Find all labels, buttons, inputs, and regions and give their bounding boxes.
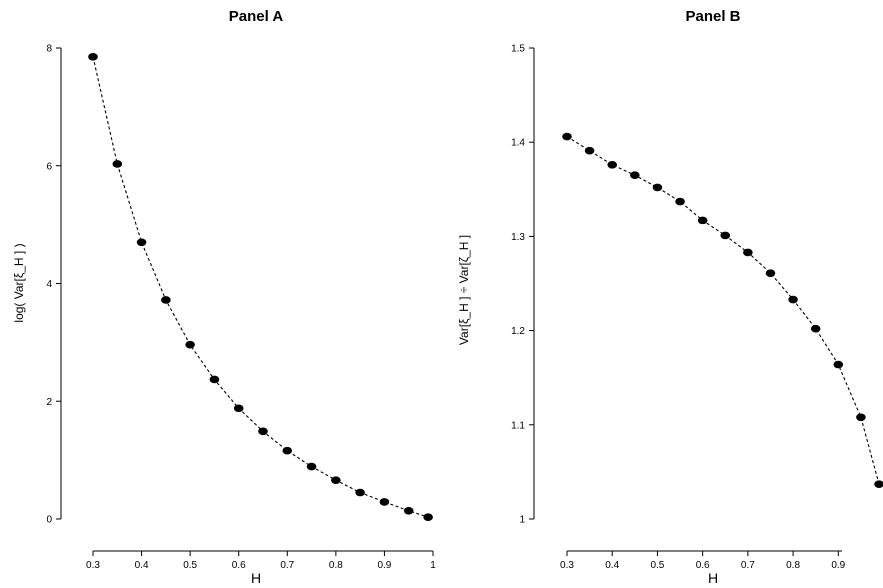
panel-a-x-label: H bbox=[251, 570, 261, 586]
panel-b-data-point bbox=[810, 324, 821, 333]
panel-b-x-tick-label: 0.5 bbox=[650, 560, 664, 571]
panel-b-x-tick-label: 0.7 bbox=[741, 560, 755, 571]
panel-b-y-tick-label: 1 bbox=[519, 515, 525, 526]
panel-b-y-tick-label: 1.3 bbox=[511, 232, 525, 243]
panel-b-y-tick-label: 1.4 bbox=[511, 138, 525, 149]
panel-a-x-tick-label: 0.5 bbox=[183, 560, 197, 571]
panel-b-y-tick-label: 1.5 bbox=[511, 44, 525, 55]
panel-b-x-label: H bbox=[708, 570, 718, 586]
panel-b-x-tick-label: 0.4 bbox=[605, 560, 619, 571]
panel-b-y-label-text: Var[ξ_H ] ÷ Var[ζ_H ] bbox=[457, 235, 471, 345]
panel-b: Panel B 1 1.1 1.2 1.3 1.4 1.5 0.3 0.4 0.5 0.6 0.7… bbox=[457, 8, 883, 586]
panel-a: Panel A 0 2 4 6 8 0.3 0.4 0.5 0.6 0.7 0.8 0.9 1 H l… bbox=[12, 8, 436, 586]
svg-text:log( Var[ξ_H ] ): log( Var[ξ_H ] ) bbox=[12, 243, 26, 322]
panel-a-y-tick-label: 6 bbox=[46, 161, 52, 172]
panel-a-data-point bbox=[88, 53, 98, 61]
panel-b-data-point bbox=[856, 413, 866, 422]
panel-b-data-point bbox=[697, 216, 708, 225]
panel-b-x-ticks: 0.3 0.4 0.5 0.6 0.7 0.8 0.9 bbox=[560, 551, 846, 571]
panel-b-data-point bbox=[584, 146, 595, 155]
panel-b-data-point bbox=[607, 161, 618, 169]
panel-b-y-tick-label: 1.1 bbox=[511, 420, 525, 431]
panel-a-y-label-text: log( Var[ξ_H ] ) bbox=[12, 243, 26, 322]
panel-a-x-tick-label: 0.7 bbox=[280, 560, 294, 571]
panel-b-data-point bbox=[743, 248, 753, 257]
panel-a-data-point bbox=[282, 446, 293, 455]
panel-a-title: Panel A bbox=[229, 8, 284, 25]
panel-b-data-point bbox=[833, 360, 844, 369]
panel-b-data-point bbox=[630, 171, 640, 179]
panel-a-data-point bbox=[185, 340, 195, 349]
panel-a-series-line bbox=[92, 56, 429, 518]
panel-b-y-ticks: 1 1.1 1.2 1.3 1.4 1.5 bbox=[511, 44, 534, 526]
panel-a-x-tick-label: 0.9 bbox=[377, 560, 391, 571]
panel-b-data-point bbox=[874, 480, 883, 488]
panel-a-data-point bbox=[209, 375, 220, 384]
panel-b-title: Panel B bbox=[685, 8, 740, 25]
panel-a-data-point bbox=[258, 427, 268, 436]
panel-a-y-tick-label: 4 bbox=[46, 279, 52, 290]
panel-a-data-point bbox=[331, 476, 341, 484]
panel-a-data-point bbox=[403, 506, 414, 515]
panel-b-data-point bbox=[788, 295, 798, 304]
panel-a-data-point bbox=[233, 404, 244, 413]
panel-a-data-point bbox=[136, 238, 147, 247]
panel-b-data-point bbox=[765, 269, 776, 277]
panel-a-data-point bbox=[423, 513, 433, 522]
panel-b-y-tick-label: 1.2 bbox=[511, 326, 525, 337]
panel-b-x-tick-label: 0.3 bbox=[560, 560, 574, 571]
panel-a-data-point bbox=[161, 296, 171, 304]
panel-b-x-tick-label: 0.9 bbox=[831, 560, 845, 571]
panel-b-y-label: Var[ξ_H ] ÷ Var[ζ_H ] bbox=[457, 235, 471, 345]
panel-a-x-tick-label: 0.3 bbox=[86, 560, 100, 571]
panel-a-y-tick-label: 8 bbox=[46, 44, 52, 55]
panel-b-x-tick-label: 0.8 bbox=[786, 560, 800, 571]
panel-a-x-tick-label: 0.4 bbox=[135, 560, 149, 571]
panel-b-data-point bbox=[675, 197, 685, 206]
panel-a-data-point bbox=[112, 160, 123, 168]
panel-b-data-point bbox=[652, 183, 663, 192]
panel-a-y-tick-label: 2 bbox=[46, 397, 52, 408]
panel-b-series-line bbox=[566, 136, 880, 485]
panel-a-data-point bbox=[379, 498, 390, 506]
panel-a-y-label: log( Var[ξ_H ] ) bbox=[12, 243, 26, 322]
panel-b-x-tick-label: 0.6 bbox=[696, 560, 710, 571]
panel-a-x-tick-label: 1 bbox=[430, 560, 436, 571]
panel-a-x-tick-label: 0.8 bbox=[329, 560, 343, 571]
panel-a-y-ticks: 0 2 4 6 8 bbox=[46, 44, 61, 526]
panel-a-x-tick-label: 0.6 bbox=[232, 560, 246, 571]
svg-text:Var[ξ_H ] ÷ Var[ζ_H ]: Var[ξ_H ] ÷ Var[ζ_H ] bbox=[457, 235, 471, 345]
panel-a-data-point bbox=[355, 488, 365, 497]
panel-a-y-tick-label: 0 bbox=[46, 515, 52, 526]
panel-a-points bbox=[88, 53, 433, 522]
panel-a-x-ticks: 0.3 0.4 0.5 0.6 0.7 0.8 0.9 1 bbox=[86, 551, 436, 571]
panel-b-data-point bbox=[562, 132, 572, 141]
panel-b-data-point bbox=[720, 231, 731, 240]
panel-b-points bbox=[562, 132, 883, 488]
panel-a-data-point bbox=[306, 462, 317, 471]
